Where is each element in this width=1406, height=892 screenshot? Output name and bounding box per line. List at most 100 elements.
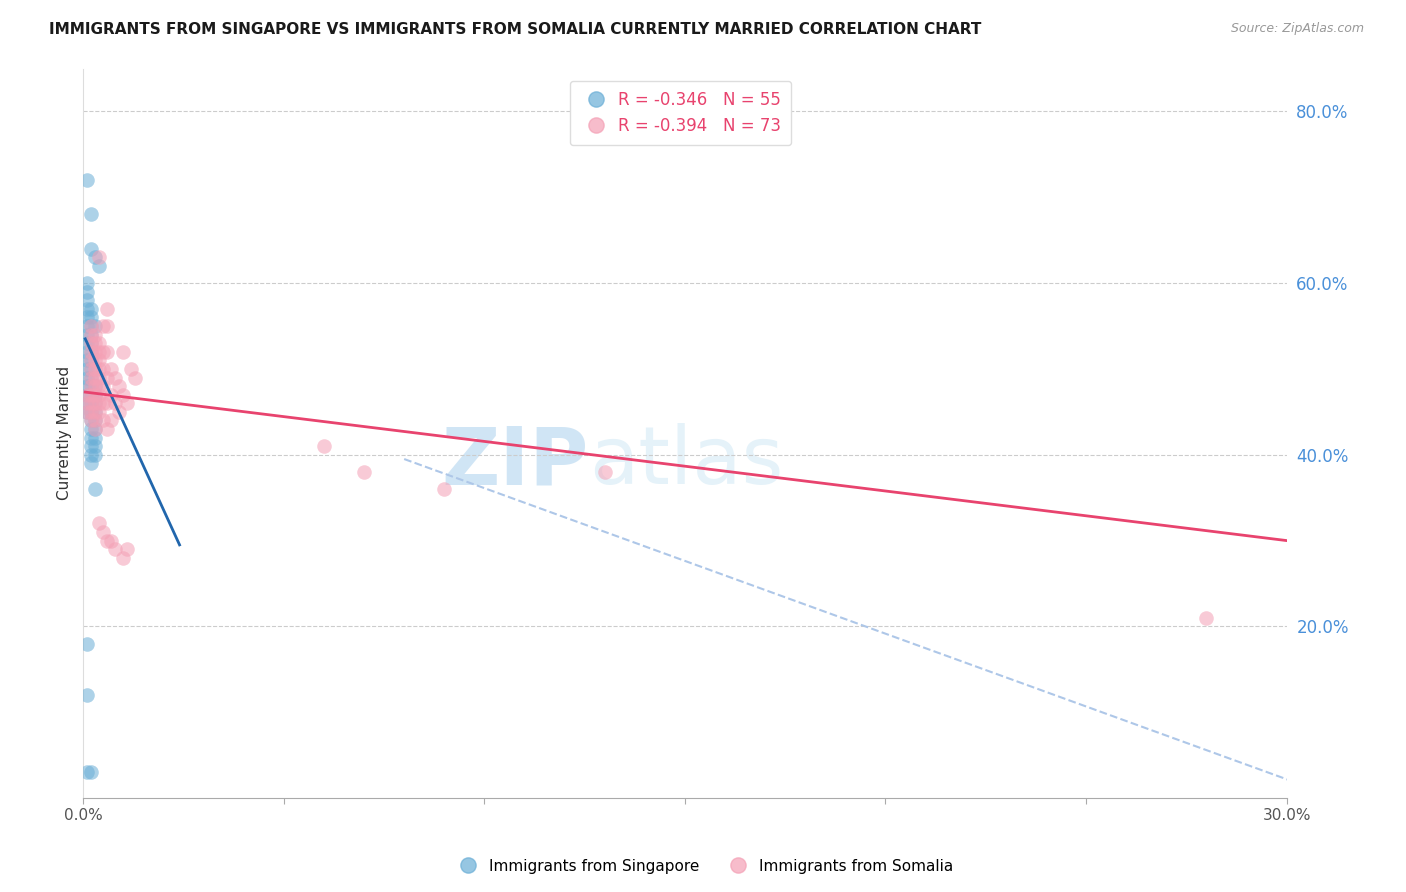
Point (76, 327, 98, 342)
Point (80, 413, 103, 427)
Point (80, 327, 103, 342)
Point (80, 336, 103, 351)
Point (80, 344, 103, 359)
Legend: Immigrants from Singapore, Immigrants from Somalia: Immigrants from Singapore, Immigrants fr… (447, 853, 959, 880)
Point (84, 379, 107, 393)
Point (104, 370, 127, 384)
Point (117, 542, 139, 557)
Point (84, 405, 107, 419)
Text: IMMIGRANTS FROM SINGAPORE VS IMMIGRANTS FROM SOMALIA CURRENTLY MARRIED CORRELATI: IMMIGRANTS FROM SINGAPORE VS IMMIGRANTS … (49, 22, 981, 37)
Point (76, 293, 98, 308)
Point (120, 362, 142, 376)
Point (80, 242, 103, 256)
Point (80, 370, 103, 384)
Point (80, 431, 103, 445)
Point (84, 396, 107, 410)
Point (89, 396, 111, 410)
Point (84, 318, 107, 333)
Point (1195, 611, 1218, 625)
Point (93, 379, 115, 393)
Point (80, 405, 103, 419)
Point (104, 542, 127, 557)
Point (76, 370, 98, 384)
Point (112, 344, 135, 359)
Point (117, 396, 139, 410)
Point (84, 422, 107, 436)
Point (76, 765, 98, 780)
Point (80, 379, 103, 393)
Point (89, 259, 111, 273)
Point (80, 344, 103, 359)
Point (96, 533, 118, 548)
Point (80, 362, 103, 376)
Point (89, 251, 111, 265)
Point (89, 379, 111, 393)
Y-axis label: Currently Married: Currently Married (58, 367, 72, 500)
Point (80, 448, 103, 462)
Point (84, 405, 107, 419)
Point (84, 422, 107, 436)
Point (84, 379, 107, 393)
Point (108, 405, 131, 419)
Point (76, 396, 98, 410)
Legend: R = -0.346   N = 55, R = -0.394   N = 73: R = -0.346 N = 55, R = -0.394 N = 73 (569, 80, 792, 145)
Point (80, 765, 103, 780)
Point (80, 396, 103, 410)
Point (124, 370, 146, 384)
Point (104, 396, 127, 410)
Text: Source: ZipAtlas.com: Source: ZipAtlas.com (1230, 22, 1364, 36)
Point (433, 482, 456, 496)
Point (76, 379, 98, 393)
Point (84, 413, 107, 427)
Point (100, 533, 122, 548)
Point (80, 413, 103, 427)
Point (76, 688, 98, 702)
Point (93, 524, 115, 539)
Point (80, 336, 103, 351)
Point (80, 207, 103, 221)
Point (80, 439, 103, 453)
Point (80, 318, 103, 333)
Point (76, 362, 98, 376)
Point (80, 370, 103, 384)
Point (312, 439, 335, 453)
Point (112, 550, 135, 565)
Point (93, 318, 115, 333)
Point (76, 173, 98, 187)
Point (76, 387, 98, 401)
Point (76, 405, 98, 419)
Point (84, 353, 107, 368)
Point (93, 413, 115, 427)
Point (84, 431, 107, 445)
Point (89, 516, 111, 531)
Point (80, 379, 103, 393)
Point (80, 405, 103, 419)
Point (76, 276, 98, 290)
Point (89, 344, 111, 359)
Point (76, 301, 98, 316)
Point (100, 362, 122, 376)
Point (76, 344, 98, 359)
Point (76, 310, 98, 325)
Point (89, 405, 111, 419)
Point (84, 362, 107, 376)
Point (80, 422, 103, 436)
Point (84, 387, 107, 401)
Point (93, 396, 115, 410)
Point (80, 353, 103, 368)
Point (84, 327, 107, 342)
Point (80, 387, 103, 401)
Point (84, 413, 107, 427)
Point (80, 301, 103, 316)
Point (84, 387, 107, 401)
Point (89, 353, 111, 368)
Point (100, 413, 122, 427)
Point (84, 439, 107, 453)
Point (80, 318, 103, 333)
Point (89, 336, 111, 351)
Point (84, 344, 107, 359)
Point (96, 422, 118, 436)
Point (93, 344, 115, 359)
Point (89, 387, 111, 401)
Point (76, 387, 98, 401)
